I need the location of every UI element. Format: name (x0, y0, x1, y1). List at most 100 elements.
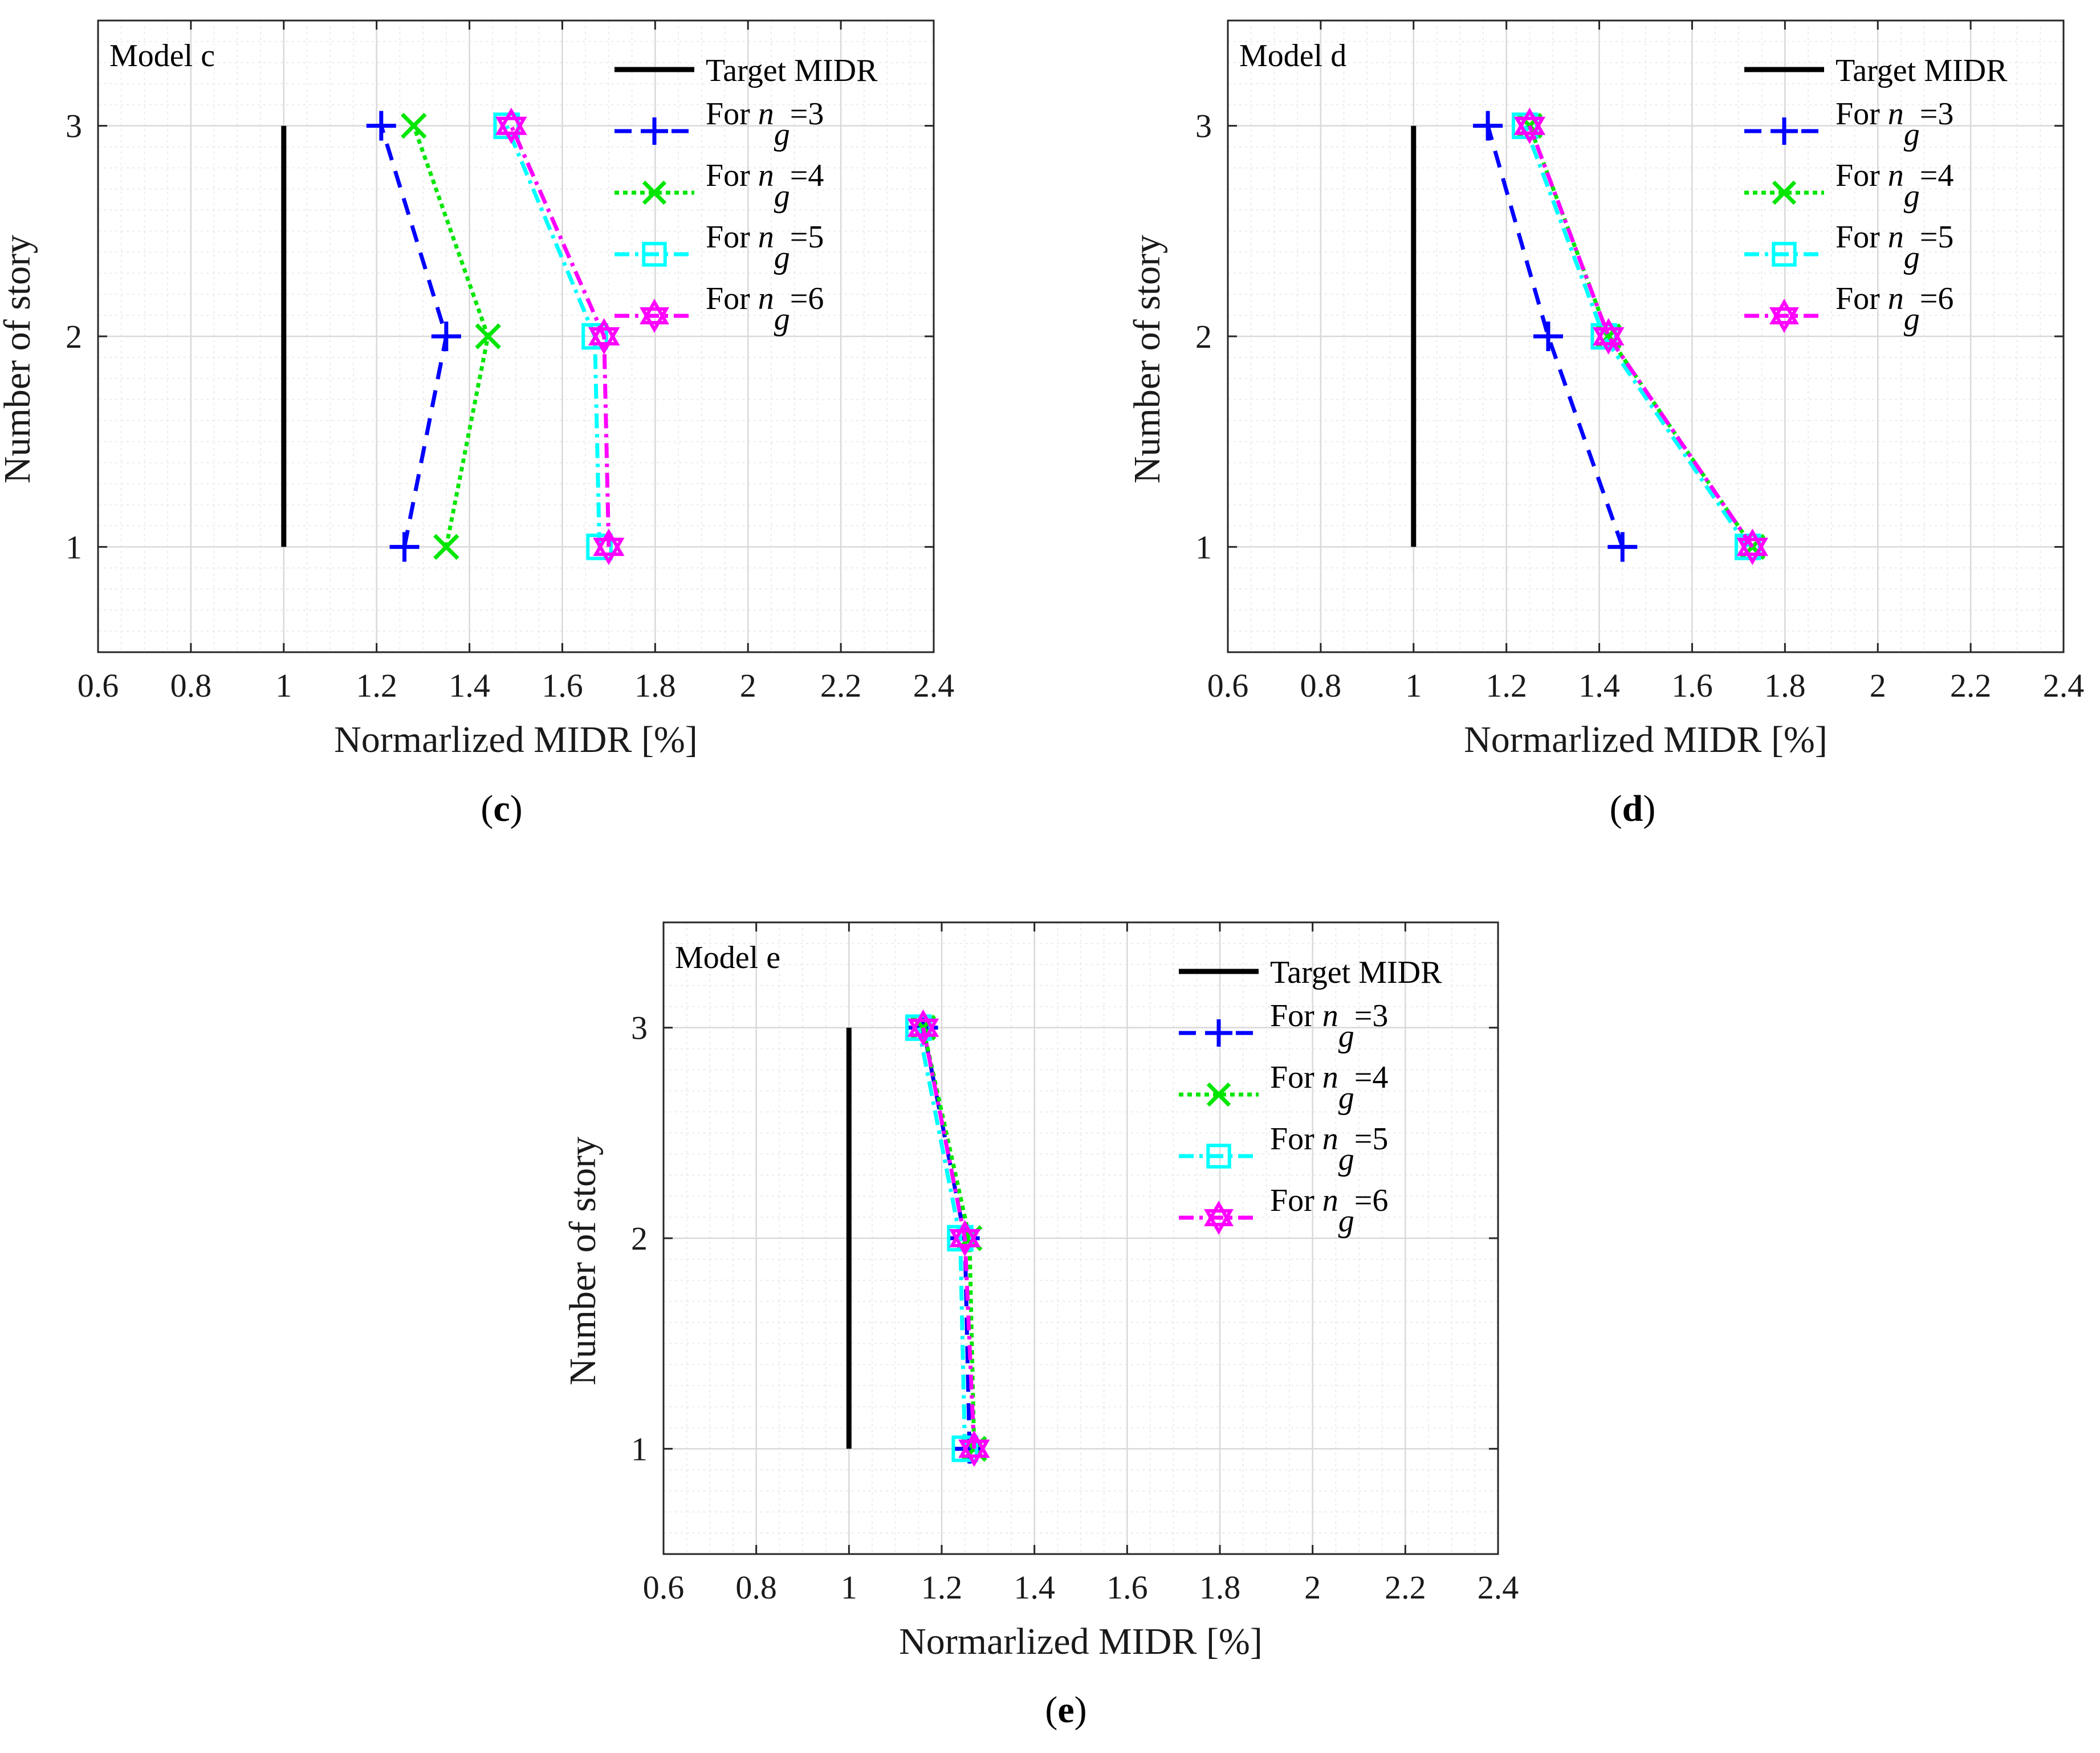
legend-item-ng5: For ng=5 (614, 219, 824, 275)
hexagram-marker-legend (1769, 307, 1799, 333)
x-tick-label: 2 (1304, 1569, 1321, 1606)
hexagram-marker-0 (1736, 538, 1768, 566)
legend-label: For ng=6 (706, 281, 824, 337)
x-axis-title: Normarlized MIDR [%] (899, 1621, 1263, 1662)
x-tick-label: 2.4 (913, 667, 955, 704)
legend-label: For ng=5 (1270, 1121, 1388, 1177)
square-marker-0 (586, 534, 613, 560)
plus-marker-1 (1533, 322, 1563, 351)
legend-item-ng5: For ng=5 (1744, 219, 1954, 275)
hexagram-marker-0 (1736, 528, 1768, 556)
y-tick-label: 1 (66, 528, 82, 566)
series-line-ng6 (921, 1027, 976, 1449)
legend-label: For ng=5 (1836, 219, 1954, 275)
x-tick-label: 1.8 (1764, 667, 1806, 704)
hexagram-marker-1 (949, 1219, 981, 1247)
legend-label: For ng=6 (1836, 281, 1954, 337)
series-line-ng4 (1528, 125, 1755, 548)
legend-item-ng3: For ng=3 (1179, 998, 1388, 1054)
legend-label: For ng=4 (1270, 1060, 1388, 1116)
legend-item-ng4: For ng=4 (1744, 158, 1954, 214)
x-tick-label: 0.6 (78, 667, 119, 704)
series-ng4 (401, 112, 501, 560)
hexagram-marker-0 (958, 1439, 990, 1467)
legend-item-ng6: For ng=6 (1744, 281, 1954, 337)
legend-item-ng4: For ng=4 (614, 158, 824, 214)
x-marker-2 (401, 112, 427, 139)
x-tick-label: 1.2 (356, 667, 397, 704)
series-ng3 (366, 111, 461, 562)
plus-marker-legend (641, 117, 668, 145)
x-marker-legend (1206, 1082, 1231, 1107)
chart-panel-e: 0.6 0.8 1 1.2 1.4 1.6 1.8 2 2.2 2.4 1 2 3 Normarlized… (562, 921, 1519, 1662)
x-tick-label: 0.6 (643, 1569, 685, 1606)
x-tick-label: 0.6 (1207, 667, 1249, 704)
legend-item-target: Target MIDR (1179, 955, 1442, 990)
hexagram-marker-1 (588, 327, 620, 355)
legend-label: For ng=3 (1836, 96, 1954, 152)
x-marker-0 (433, 534, 459, 560)
hexagram-marker-1 (1593, 318, 1625, 345)
chart-panel-d: 0.6 0.8 1 1.2 1.4 1.6 1.8 2 2.2 2.4 1 2 3 Normarlized… (1126, 19, 2084, 760)
square-marker-1 (581, 323, 608, 350)
hexagram-marker-1 (1593, 327, 1625, 355)
plus-marker-1 (431, 322, 461, 351)
y-tick-label: 2 (1195, 318, 1212, 355)
legend-label: For ng=3 (1270, 998, 1388, 1054)
y-tick-label: 2 (631, 1220, 648, 1257)
x-tick-label: 0.8 (170, 667, 212, 704)
legend-item-target: Target MIDR (1744, 53, 2008, 88)
x-tick-label: 1.4 (1014, 1569, 1055, 1606)
series-ng6 (495, 107, 625, 566)
y-tick-label: 3 (631, 1010, 648, 1047)
hexagram-marker-0 (958, 1430, 990, 1458)
hexagram-marker-legend (640, 299, 669, 324)
square-marker-legend (1206, 1144, 1231, 1169)
chart-panel-c: 0.6 0.8 1 1.2 1.4 1.6 1.8 2 2.2 2.4 1 2 3 Normarlized… (0, 19, 955, 760)
x-tick-label: 1.6 (1106, 1569, 1148, 1606)
plus-marker-legend (1771, 117, 1798, 145)
y-tick-label: 1 (631, 1430, 648, 1467)
y-axis-title: Number of story (0, 235, 38, 483)
x-tick-label: 1.4 (449, 667, 490, 704)
x-marker-legend (642, 180, 667, 205)
hexagram-marker-1 (949, 1229, 981, 1257)
plus-marker-2 (366, 111, 396, 141)
legend-label: For ng=3 (706, 96, 824, 152)
legend-item-ng3: For ng=3 (1744, 96, 1954, 152)
legend-item-ng3: For ng=3 (614, 96, 824, 152)
hexagram-marker-0 (593, 528, 625, 556)
hexagram-marker-1 (588, 318, 620, 345)
legend-item-ng6: For ng=6 (614, 281, 824, 337)
legend-label: Target MIDR (706, 53, 878, 88)
legend-label: Target MIDR (1270, 955, 1442, 990)
x-tick-label: 1.8 (1199, 1569, 1241, 1606)
x-tick-label: 1.8 (634, 667, 676, 704)
model-label: Model c (109, 38, 215, 74)
x-marker-legend (1772, 180, 1797, 205)
hexagram-marker-2 (907, 1018, 939, 1046)
x-axis-title: Normarlized MIDR [%] (334, 719, 698, 760)
hexagram-marker-2 (907, 1009, 939, 1037)
x-tick-label: 1.4 (1578, 667, 1620, 704)
square-marker-legend (642, 242, 667, 267)
model-label: Model d (1239, 38, 1346, 74)
legend-label: For ng=4 (706, 158, 824, 214)
hexagram-marker-2 (1513, 107, 1546, 135)
x-tick-label: 1.2 (921, 1569, 963, 1606)
panel-label-e: (e) (1045, 1689, 1086, 1731)
x-tick-label: 1.2 (1486, 667, 1527, 704)
x-tick-label: 1.6 (1671, 667, 1713, 704)
y-tick-label: 1 (1195, 528, 1212, 566)
x-axis-title: Normarlized MIDR [%] (1464, 719, 1828, 760)
y-tick-label: 3 (1195, 108, 1212, 145)
x-tick-label: 1.6 (542, 667, 583, 704)
legend-item-target: Target MIDR (614, 53, 878, 88)
x-marker-1 (475, 323, 501, 349)
hexagram-marker-legend (1769, 299, 1799, 324)
x-tick-label: 2.2 (1385, 1569, 1426, 1606)
x-tick-label: 2 (1870, 667, 1886, 704)
x-tick-label: 2.2 (820, 667, 862, 704)
panel-label-c: (c) (481, 788, 522, 829)
y-axis-title: Number of story (1126, 235, 1168, 483)
